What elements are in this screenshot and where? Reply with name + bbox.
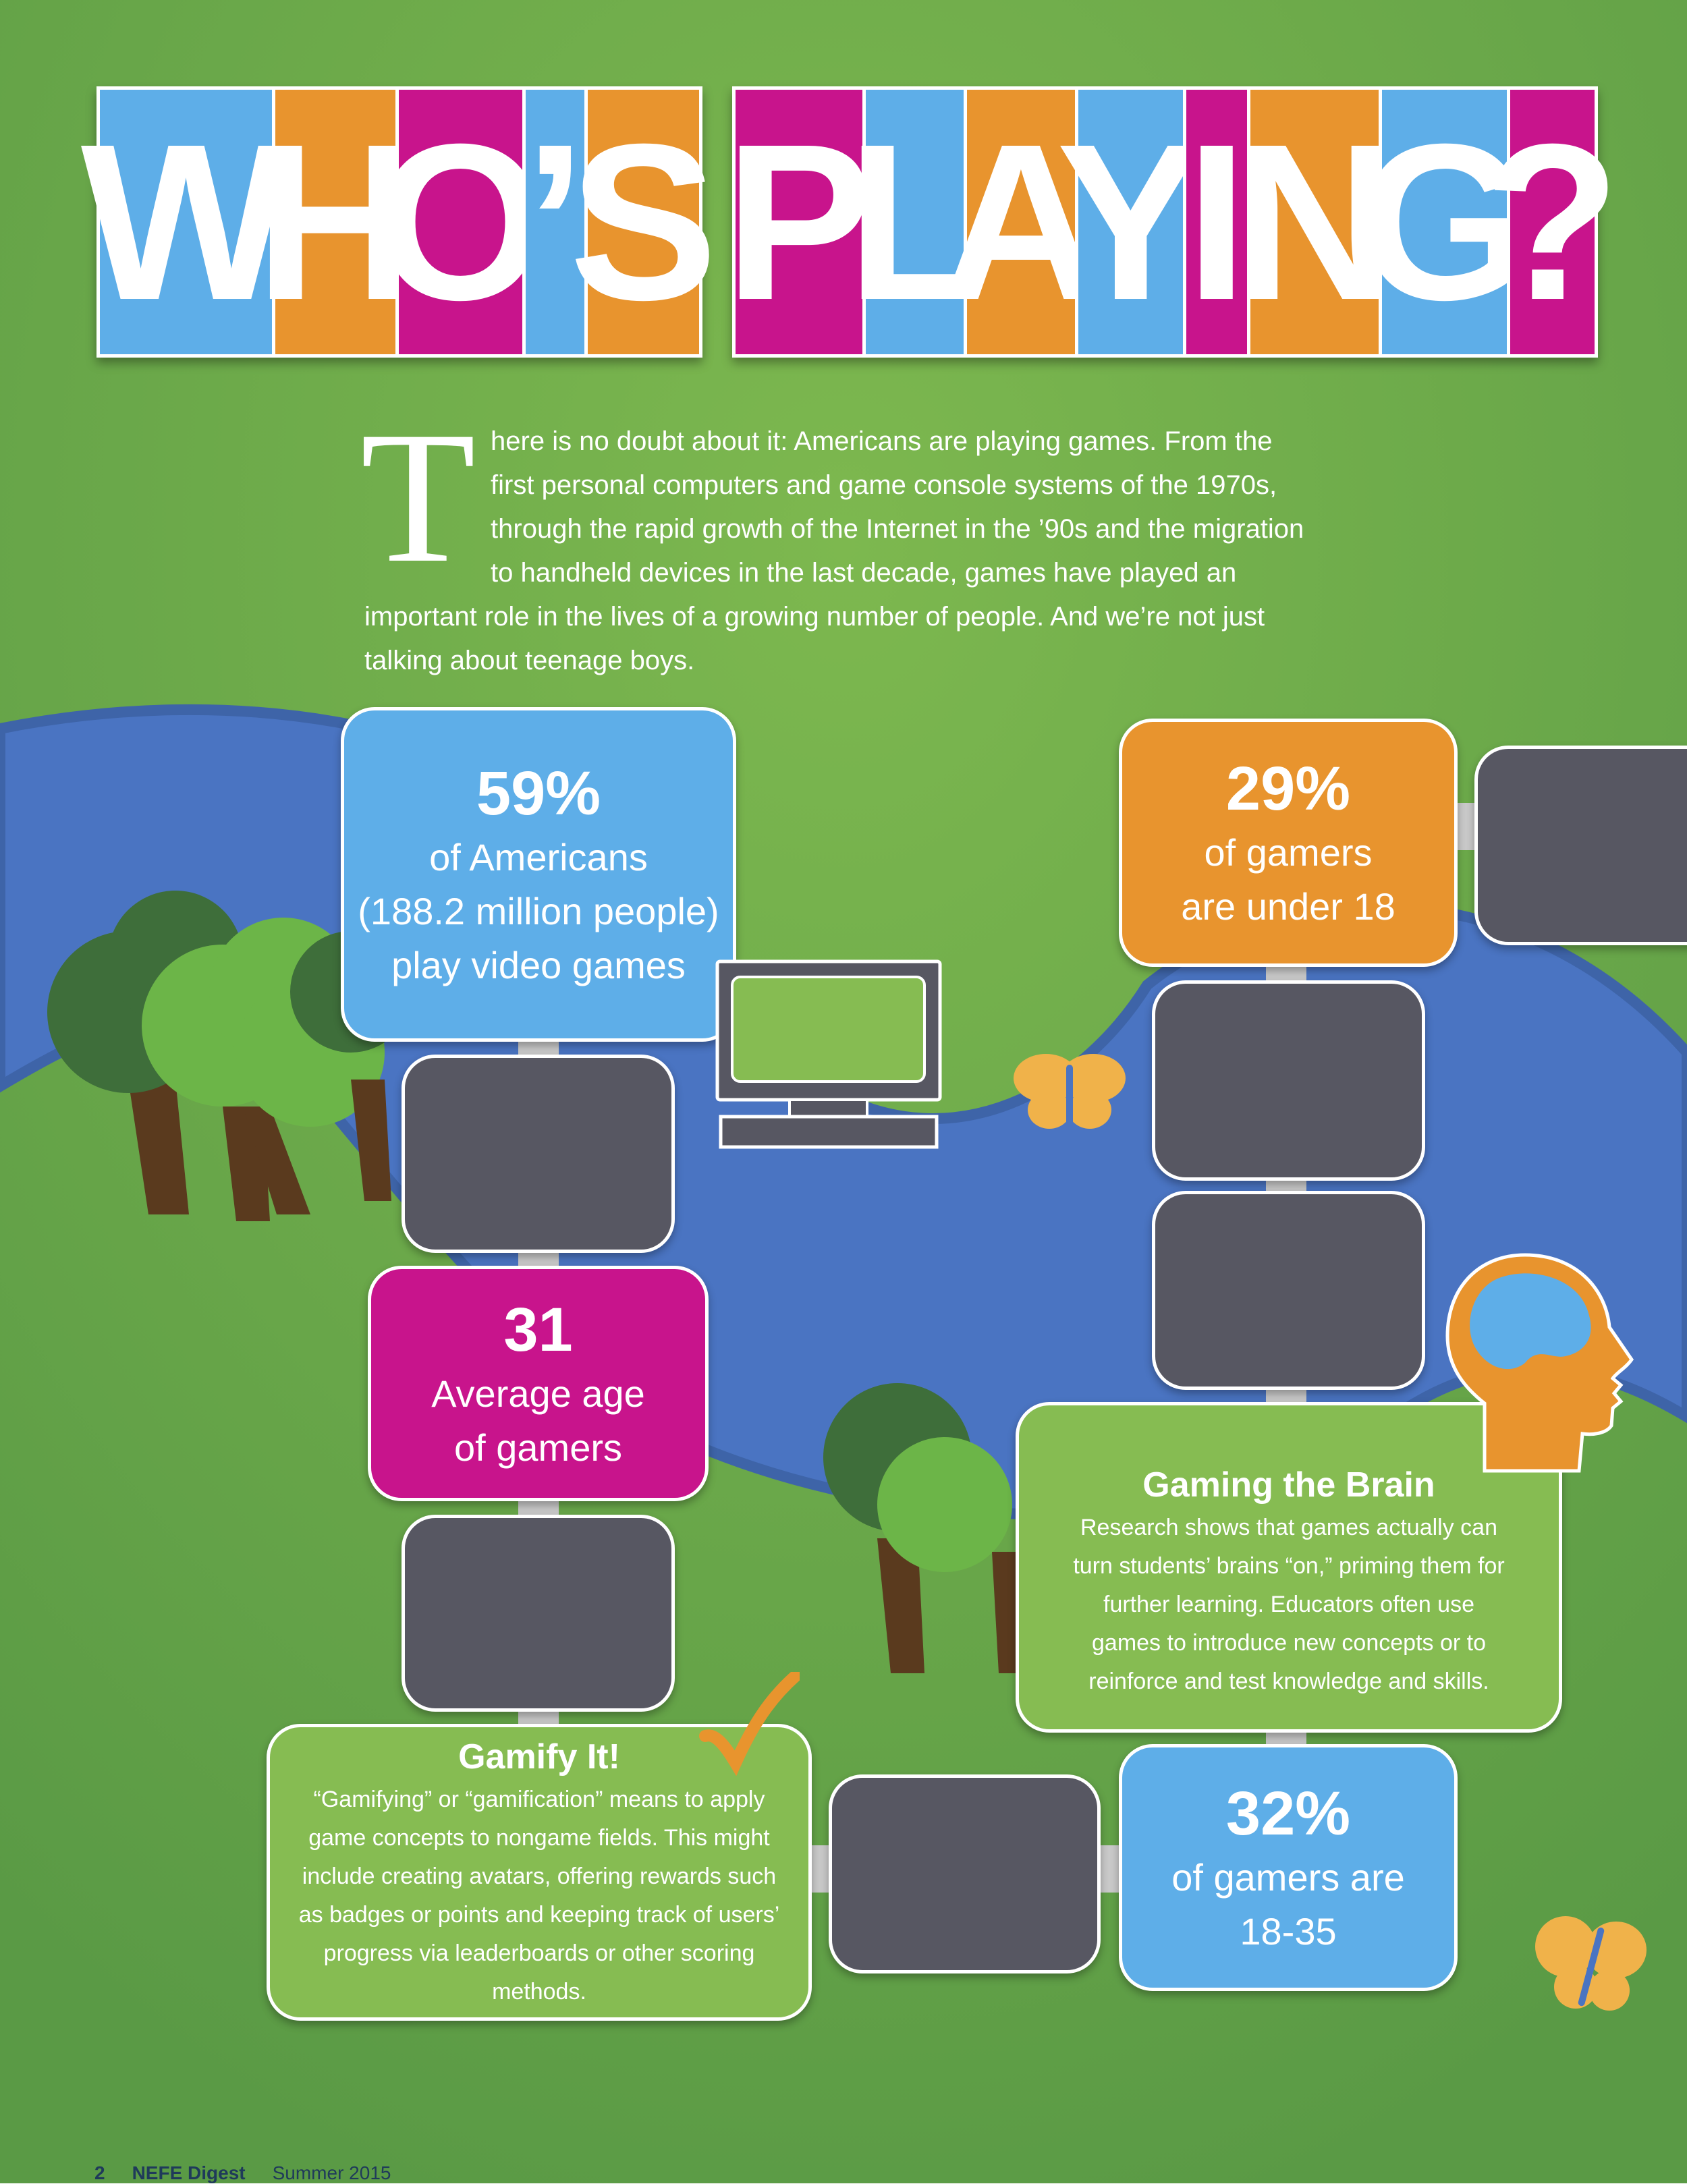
title-letter: G	[1358, 90, 1531, 354]
blank-game-tile	[1474, 746, 1687, 945]
stat-label: (188.2 million people)	[358, 890, 719, 932]
butterfly-icon	[1535, 1916, 1647, 2011]
butterfly-icon	[1014, 1054, 1126, 1129]
stat-label: of gamers	[1204, 831, 1373, 874]
title-letter: A	[941, 90, 1101, 354]
title-letter: O	[374, 90, 547, 354]
publication-name: NEFE Digest	[132, 2162, 246, 2183]
intro-paragraph: T here is no doubt about it: Americans a…	[360, 403, 1323, 683]
title-letter: ?	[1485, 90, 1620, 354]
stat-label: are under 18	[1181, 885, 1395, 928]
tree-icon	[823, 1383, 1026, 1673]
stat-age-tile: 31 Average age of gamers	[368, 1266, 709, 1501]
title-word-playing: P L A Y I N G ?	[725, 86, 1620, 358]
title-letter: W	[81, 90, 291, 354]
blank-game-tile	[829, 1774, 1101, 1973]
stat-value: 59%	[476, 759, 601, 828]
checkmark-icon	[699, 1672, 800, 1776]
title-letter: ’	[524, 90, 588, 354]
stat-label: 18-35	[1240, 1910, 1337, 1953]
page-number: 2	[94, 2162, 105, 2183]
title-letter: P	[725, 90, 873, 354]
computer-monitor-icon	[715, 959, 942, 1149]
drop-cap: T	[360, 392, 476, 602]
gamify-body: “Gamifying” or “gamification” means to a…	[298, 1787, 780, 2005]
brain-title: Gaming the Brain	[1142, 1465, 1435, 1505]
stat-18-35-tile: 32% of gamers are 18-35	[1119, 1744, 1458, 1991]
title-letter: N	[1234, 90, 1395, 354]
title-letter: S	[569, 90, 718, 354]
blank-game-tile	[402, 1055, 675, 1253]
stat-label: play video games	[391, 944, 686, 986]
title-letter: Y	[1056, 90, 1205, 354]
blank-game-tile	[1152, 980, 1425, 1181]
title-letter: H	[255, 90, 416, 354]
blank-game-tile	[402, 1515, 675, 1712]
page-footer: 2 NEFE Digest Summer 2015	[94, 2162, 391, 2183]
title-word-whos: W H O ’ S	[81, 86, 718, 358]
stat-value: 29%	[1225, 754, 1351, 823]
head-brain-icon	[1445, 1253, 1634, 1473]
stat-value: 31	[503, 1295, 573, 1364]
stat-americans-tile: 59% of Americans (188.2 million people) …	[341, 707, 736, 1042]
stat-label: Average age	[431, 1372, 645, 1415]
stat-under18-tile: 29% of gamers are under 18	[1119, 719, 1458, 967]
brain-body: Research shows that games actually can t…	[1073, 1514, 1505, 1694]
intro-text: here is no doubt about it: Americans are…	[364, 426, 1304, 675]
gamify-title: Gamify It!	[458, 1737, 620, 1776]
blank-game-tile	[1152, 1191, 1425, 1390]
title-letter: I	[1186, 90, 1250, 354]
stat-label: of gamers are	[1171, 1856, 1405, 1899]
tree-icon	[142, 918, 385, 1221]
issue-date: Summer 2015	[272, 2162, 391, 2183]
brain-box: Gaming the Brain Research shows that gam…	[1016, 1402, 1562, 1733]
stat-label: of Americans	[429, 836, 648, 878]
title-letter: L	[847, 90, 983, 354]
stat-label: of gamers	[454, 1426, 622, 1469]
stat-value: 32%	[1225, 1779, 1351, 1848]
gamify-box: Gamify It! “Gamifying” or “gamification”…	[267, 1724, 812, 2021]
